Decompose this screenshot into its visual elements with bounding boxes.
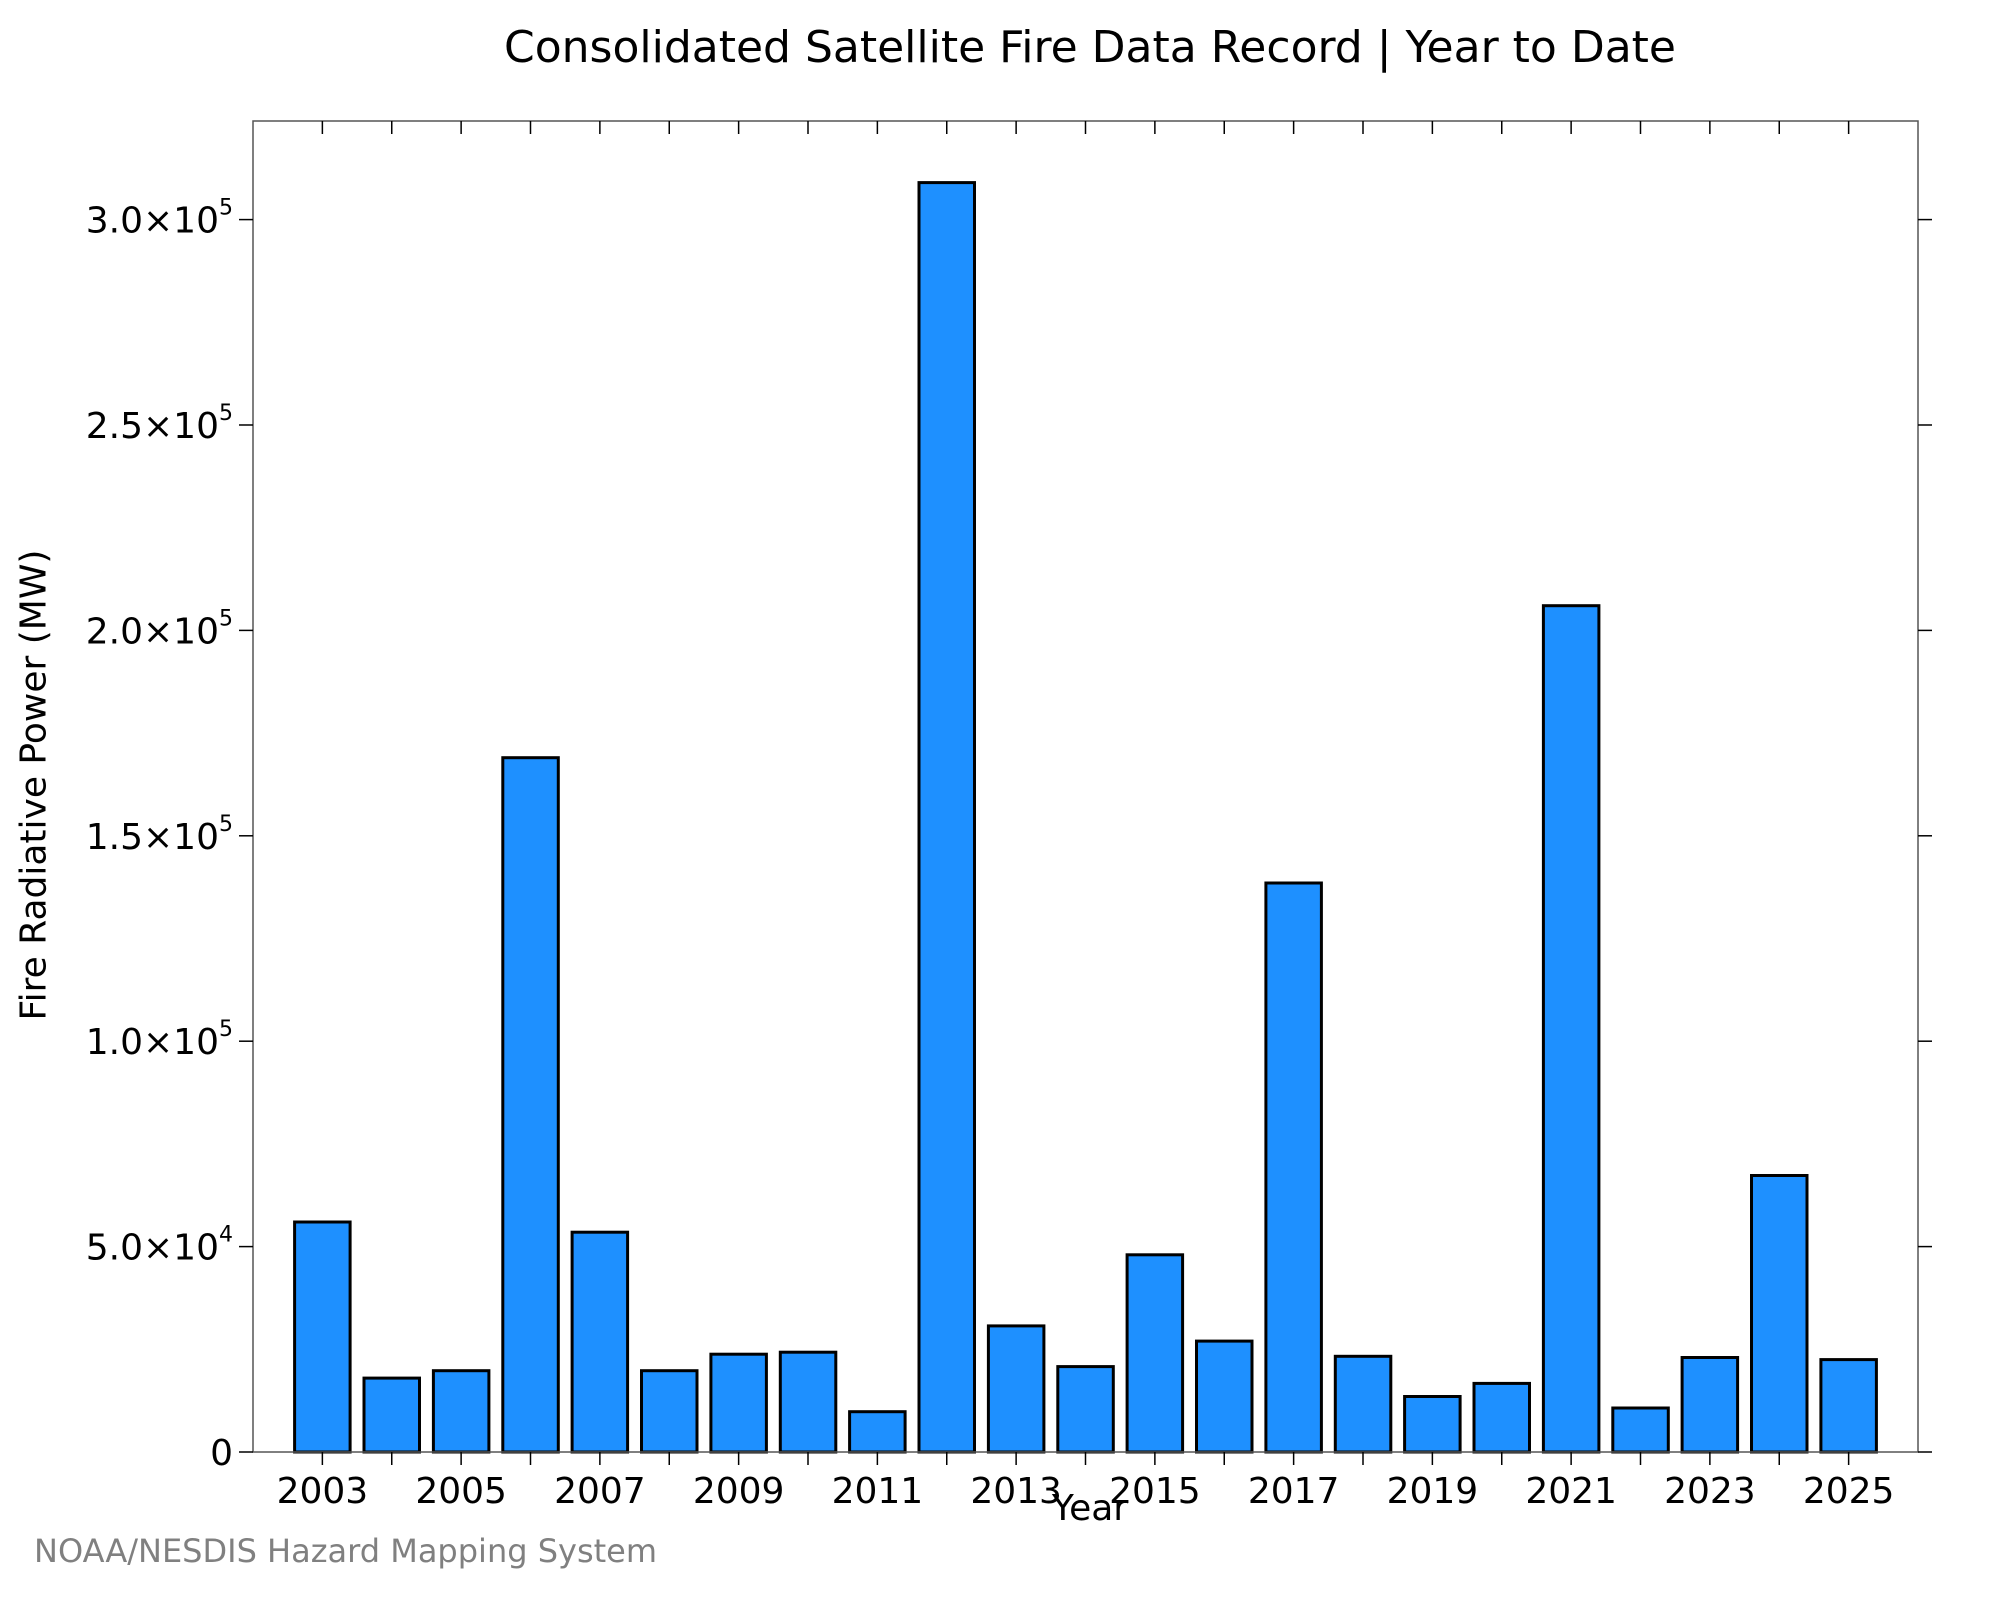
bar-2021: [1541, 604, 1601, 1454]
bar-2019: [1403, 1395, 1462, 1454]
bar-2012: [917, 181, 976, 1454]
bar-2024: [1750, 1174, 1809, 1454]
x-tick-label-2005: 2005: [415, 1471, 507, 1512]
bar-2022: [1611, 1406, 1670, 1454]
x-tick-label-2021: 2021: [1525, 1471, 1617, 1512]
x-tick-label-2007: 2007: [554, 1471, 646, 1512]
bar-2016: [1195, 1339, 1254, 1454]
bar-2017: [1264, 881, 1323, 1454]
x-axis-label: Year: [1051, 1488, 1129, 1529]
bar-2018: [1333, 1354, 1393, 1454]
bar-2006: [501, 756, 560, 1454]
axes-group: 2003 2005 2007 2009 2011 2013 2015 2017 2019 2021…: [86, 120, 1932, 1512]
x-tick-label-2009: 2009: [693, 1471, 785, 1512]
bar-2025: [1819, 1358, 1878, 1454]
bar-2005: [431, 1369, 491, 1454]
bar-2007: [570, 1230, 630, 1454]
bar-2009: [709, 1352, 768, 1454]
y-tick-label: 1.5×105: [86, 812, 233, 858]
bar-2020: [1472, 1381, 1531, 1454]
x-tick-label-2019: 2019: [1387, 1471, 1479, 1512]
x-tick-label-2011: 2011: [832, 1471, 924, 1512]
bar-2008: [640, 1369, 699, 1454]
bar-2003: [293, 1220, 352, 1454]
x-tick-label-2013: 2013: [970, 1471, 1062, 1512]
bars-group: [293, 181, 1878, 1454]
y-axis-label: Fire Radiative Power (MW): [13, 549, 55, 1021]
y-tick-label: 2.5×105: [86, 401, 233, 447]
bar-2014: [1056, 1365, 1115, 1454]
y-tick-label: 5.0×104: [86, 1223, 233, 1269]
chart-title: Consolidated Satellite Fire Data Record …: [504, 22, 1676, 73]
source-credit: NOAA/NESDIS Hazard Mapping System: [34, 1532, 658, 1570]
x-tick-label-2015: 2015: [1109, 1471, 1201, 1512]
y-tick-label: 2.0×105: [86, 606, 233, 652]
x-tick-label-2023: 2023: [1664, 1471, 1756, 1512]
bar-2023: [1680, 1356, 1740, 1454]
y-tick-label: 3.0×105: [86, 196, 233, 242]
y-tick-label: 1.0×105: [86, 1017, 233, 1063]
bar-2013: [986, 1324, 1046, 1454]
bar-2004: [362, 1376, 421, 1454]
x-tick-label-2003: 2003: [277, 1471, 369, 1512]
bar-2011: [848, 1410, 907, 1454]
x-tick-label-2025: 2025: [1803, 1471, 1895, 1512]
x-tick-label-2017: 2017: [1248, 1471, 1340, 1512]
bar-2015: [1125, 1253, 1185, 1454]
bar-2010: [778, 1350, 838, 1454]
y-tick-label: 0: [210, 1433, 233, 1474]
